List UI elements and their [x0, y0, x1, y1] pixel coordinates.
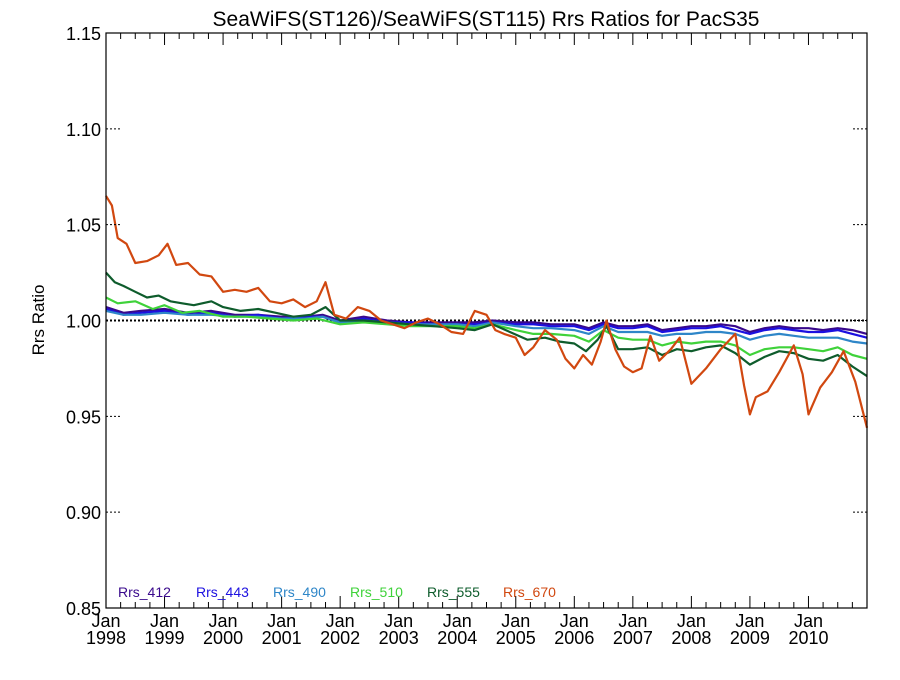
x-tick-year: 2004: [437, 628, 477, 648]
y-tick-label: 0.85: [66, 599, 101, 619]
legend-entry: Rrs_443: [196, 584, 249, 600]
y-axis-label: Rrs Ratio: [29, 285, 48, 356]
x-tick-year: 2009: [730, 628, 770, 648]
x-tick-year: 2002: [320, 628, 360, 648]
x-tick-year: 2003: [379, 628, 419, 648]
x-tick-year: 2005: [496, 628, 536, 648]
x-tick-month: Jan: [560, 611, 589, 631]
x-tick-year: 2007: [613, 628, 653, 648]
y-tick-label: 1.10: [66, 120, 101, 140]
x-tick-month: Jan: [443, 611, 472, 631]
x-tick-month: Jan: [150, 611, 179, 631]
x-tick-year: 2008: [671, 628, 711, 648]
x-tick-month: Jan: [501, 611, 530, 631]
y-tick-label: 0.95: [66, 407, 101, 427]
x-tick-month: Jan: [384, 611, 413, 631]
legend-entry: Rrs_555: [427, 584, 480, 600]
chart-title: SeaWiFS(ST126)/SeaWiFS(ST115) Rrs Ratios…: [213, 8, 760, 31]
x-tick-year: 2010: [788, 628, 828, 648]
legend-entry: Rrs_510: [350, 584, 403, 600]
x-tick-month: Jan: [267, 611, 296, 631]
x-tick-month: Jan: [91, 611, 120, 631]
legend-entry: Rrs_490: [273, 584, 326, 600]
x-tick-month: Jan: [209, 611, 238, 631]
y-tick-label: 0.90: [66, 503, 101, 523]
series-line-rrs-555: [105, 271, 868, 378]
x-tick-month: Jan: [677, 611, 706, 631]
x-tick-month: Jan: [735, 611, 764, 631]
x-tick-year: 1999: [145, 628, 185, 648]
legend-entry: Rrs_670: [503, 584, 556, 600]
x-tick-month: Jan: [326, 611, 355, 631]
x-tick-year: 2000: [203, 628, 243, 648]
series-line-rrs-443: [105, 307, 868, 339]
legend-entry: Rrs_412: [118, 584, 171, 600]
series-line-rrs-670: [105, 195, 869, 429]
x-tick-month: Jan: [794, 611, 823, 631]
x-tick-year: 1998: [86, 628, 126, 648]
x-tick-year: 2001: [262, 628, 302, 648]
y-tick-label: 1.00: [66, 312, 101, 332]
y-tick-label: 1.05: [66, 216, 101, 236]
plot-area: 0.850.900.951.001.051.101.15Jan1998Jan19…: [66, 24, 869, 648]
y-tick-label: 1.15: [66, 24, 101, 44]
x-tick-year: 2006: [554, 628, 594, 648]
x-tick-month: Jan: [618, 611, 647, 631]
